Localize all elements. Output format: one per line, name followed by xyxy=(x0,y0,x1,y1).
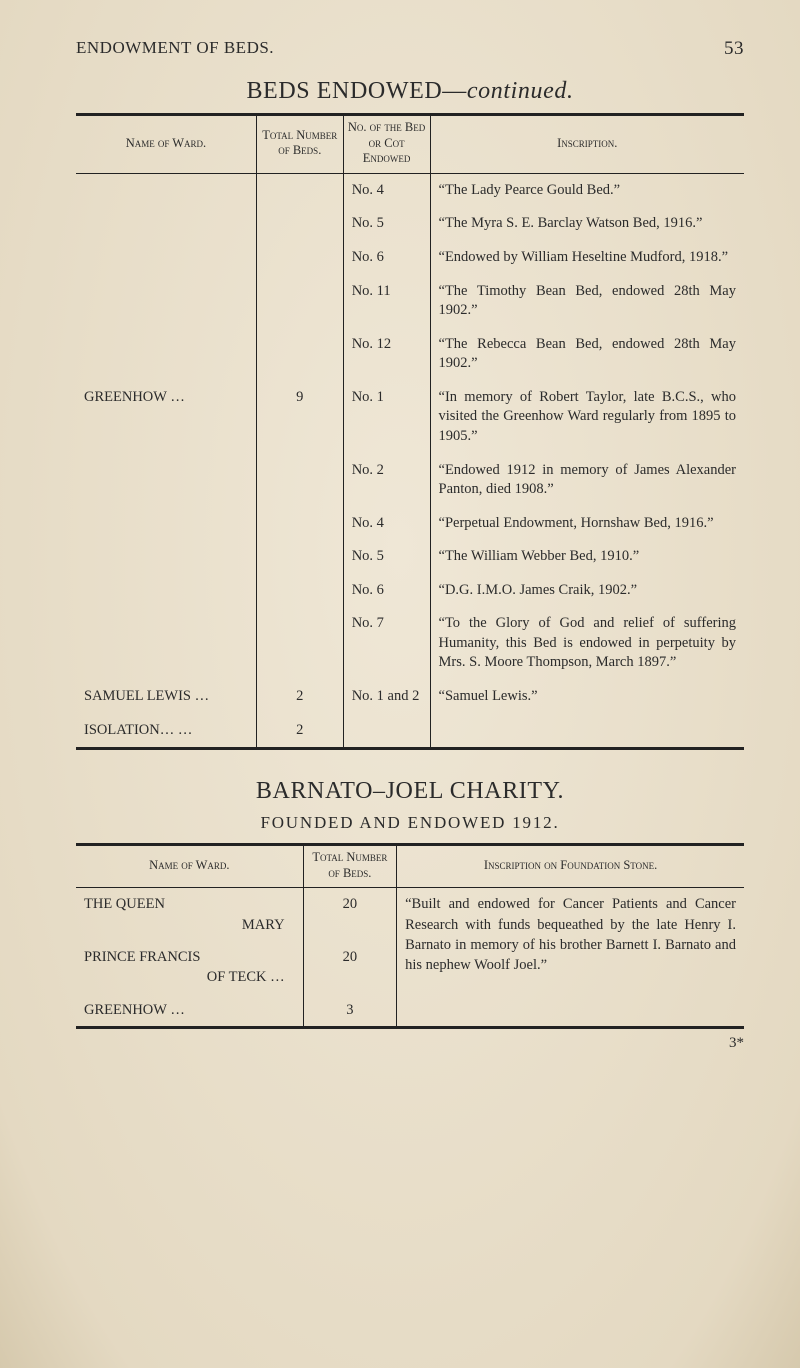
inscription-cell: “The Lady Pearce Gould Bed.” xyxy=(430,173,744,207)
ward-cell xyxy=(76,241,256,275)
number-cell xyxy=(256,454,343,507)
hdr-ward: Name of Ward. xyxy=(76,115,256,174)
number-cell xyxy=(256,328,343,381)
running-title: ENDOWMENT OF BEDS. xyxy=(76,38,274,60)
bedno-cell: No. 12 xyxy=(343,328,430,381)
table-row: No. 4“Perpetual Endowment, Hornshaw Bed,… xyxy=(76,507,744,541)
table-row: No. 7“To the Glory of God and relief of … xyxy=(76,607,744,680)
inscription-cell: “Built and endowed for Cancer Patients a… xyxy=(397,888,744,1027)
ward-cell xyxy=(76,574,256,608)
bedno-cell: No. 4 xyxy=(343,507,430,541)
bedno-cell: No. 5 xyxy=(343,540,430,574)
bedno-cell: No. 11 xyxy=(343,275,430,328)
number-cell xyxy=(256,207,343,241)
inscription-cell: “To the Glory of God and relief of suffe… xyxy=(430,607,744,680)
beds-table-head: Name of Ward. Total Number of Beds. No. … xyxy=(76,115,744,174)
bedno-cell xyxy=(343,714,430,749)
signature-mark: 3* xyxy=(76,1029,744,1052)
ward-cell xyxy=(76,507,256,541)
section-title-beds: BEDS ENDOWED—continued. xyxy=(76,78,744,105)
ward-cell: PRINCE FRANCISOF TECK … xyxy=(76,941,303,994)
barnato-table-body: THE QUEENMARY20“Built and endowed for Ca… xyxy=(76,888,744,1027)
table-row: No. 5“The Myra S. E. Barclay Watson Bed,… xyxy=(76,207,744,241)
table-row: ISOLATION… …2 xyxy=(76,714,744,749)
ward-cell: GREENHOW … xyxy=(76,994,303,1028)
ward-cell xyxy=(76,328,256,381)
number-cell: 20 xyxy=(303,941,397,994)
inscription-cell: “Endowed 1912 in memory of James Alexand… xyxy=(430,454,744,507)
number-cell: 20 xyxy=(303,888,397,941)
beds-table-body: No. 4“The Lady Pearce Gould Bed.”No. 5“T… xyxy=(76,173,744,748)
bedno-cell: No. 4 xyxy=(343,173,430,207)
inscription-cell xyxy=(430,714,744,749)
page: ENDOWMENT OF BEDS. 53 BEDS ENDOWED—conti… xyxy=(0,0,800,1368)
table-row: No. 4“The Lady Pearce Gould Bed.” xyxy=(76,173,744,207)
table-row: No. 2“Endowed 1912 in memory of James Al… xyxy=(76,454,744,507)
table-row: GREENHOW …9No. 1“In memory of Robert Tay… xyxy=(76,381,744,454)
number-cell xyxy=(256,574,343,608)
title-em: continued. xyxy=(467,78,574,104)
number-cell: 9 xyxy=(256,381,343,454)
inscription-cell: “Samuel Lewis.” xyxy=(430,680,744,714)
hdr-bed: No. of the Bed or Cot Endowed xyxy=(343,115,430,174)
table-row: No. 6“Endowed by William Heseltine Mudfo… xyxy=(76,241,744,275)
number-cell xyxy=(256,241,343,275)
inscription-cell: “The Rebecca Bean Bed, endowed 28th May … xyxy=(430,328,744,381)
number-cell xyxy=(256,540,343,574)
ward-cell: ISOLATION… … xyxy=(76,714,256,749)
barnato-table-head: Name of Ward. Total Number of Beds. Insc… xyxy=(76,845,744,888)
bedno-cell: No. 7 xyxy=(343,607,430,680)
number-cell xyxy=(256,607,343,680)
number-cell xyxy=(256,507,343,541)
inscription-cell: “The Timothy Bean Bed, endowed 28th May … xyxy=(430,275,744,328)
table-row: No. 11“The Timothy Bean Bed, endowed 28t… xyxy=(76,275,744,328)
table-row: No. 5“The William Webber Bed, 1910.” xyxy=(76,540,744,574)
founded-line: FOUNDED AND ENDOWED 1912. xyxy=(76,813,744,833)
spacer xyxy=(76,750,744,772)
running-head: ENDOWMENT OF BEDS. 53 xyxy=(76,38,744,60)
ward-cell xyxy=(76,454,256,507)
bedno-cell: No. 1 xyxy=(343,381,430,454)
ward-cell xyxy=(76,607,256,680)
bedno-cell: No. 6 xyxy=(343,574,430,608)
number-cell: 3 xyxy=(303,994,397,1028)
page-number: 53 xyxy=(724,38,744,60)
number-cell xyxy=(256,173,343,207)
table-row: No. 6“D.G. I.M.O. James Craik, 1902.” xyxy=(76,574,744,608)
bedno-cell: No. 6 xyxy=(343,241,430,275)
inscription-cell: “The Myra S. E. Barclay Watson Bed, 1916… xyxy=(430,207,744,241)
barnato-table: Name of Ward. Total Number of Beds. Insc… xyxy=(76,843,744,1029)
inscription-cell: “In memory of Robert Taylor, late B.C.S.… xyxy=(430,381,744,454)
ward-cell: THE QUEENMARY xyxy=(76,888,303,941)
beds-table: Name of Ward. Total Number of Beds. No. … xyxy=(76,113,744,750)
hdr-number: Total Number of Beds. xyxy=(256,115,343,174)
title-text: BEDS ENDOWED— xyxy=(246,78,466,104)
ward-cell xyxy=(76,207,256,241)
number-cell: 2 xyxy=(256,680,343,714)
bhdr-number: Total Number of Beds. xyxy=(303,845,397,888)
table-row: THE QUEENMARY20“Built and endowed for Ca… xyxy=(76,888,744,941)
inscription-cell: “D.G. I.M.O. James Craik, 1902.” xyxy=(430,574,744,608)
bhdr-insc: Inscription on Foundation Stone. xyxy=(397,845,744,888)
table-row: No. 12“The Rebecca Bean Bed, endowed 28t… xyxy=(76,328,744,381)
ward-cell xyxy=(76,540,256,574)
table-row: SAMUEL LEWIS …2No. 1 and 2“Samuel Lewis.… xyxy=(76,680,744,714)
hdr-insc: Inscription. xyxy=(430,115,744,174)
inscription-cell: “Endowed by William Heseltine Mudford, 1… xyxy=(430,241,744,275)
section-title-barnato: BARNATO–JOEL CHARITY. xyxy=(76,778,744,805)
ward-cell: GREENHOW … xyxy=(76,381,256,454)
bedno-cell: No. 2 xyxy=(343,454,430,507)
number-cell xyxy=(256,275,343,328)
bhdr-ward: Name of Ward. xyxy=(76,845,303,888)
ward-cell: SAMUEL LEWIS … xyxy=(76,680,256,714)
bedno-cell: No. 1 and 2 xyxy=(343,680,430,714)
number-cell: 2 xyxy=(256,714,343,749)
bedno-cell: No. 5 xyxy=(343,207,430,241)
inscription-cell: “The William Webber Bed, 1910.” xyxy=(430,540,744,574)
ward-cell xyxy=(76,275,256,328)
inscription-cell: “Perpetual Endowment, Hornshaw Bed, 1916… xyxy=(430,507,744,541)
ward-cell xyxy=(76,173,256,207)
